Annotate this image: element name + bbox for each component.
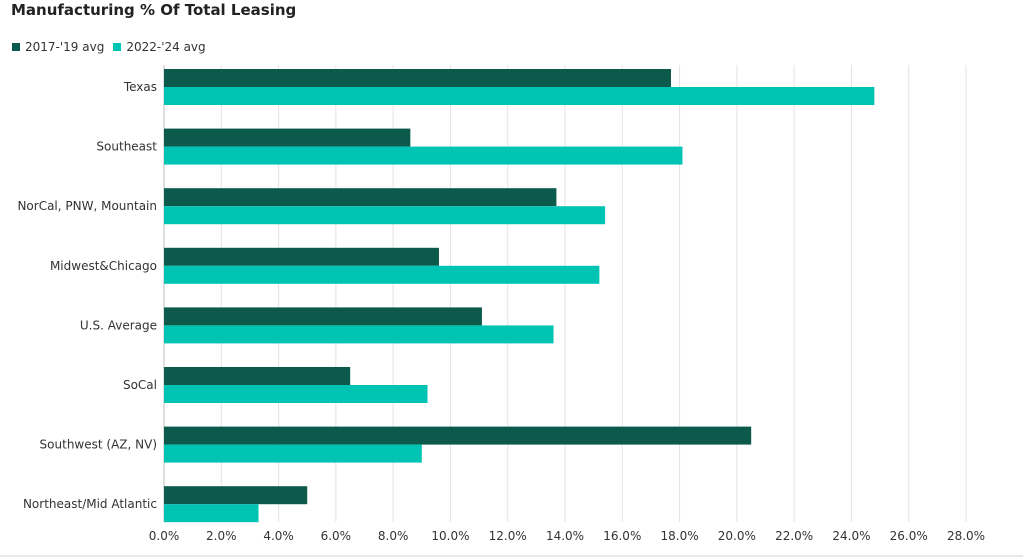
x-tick-label: 26.0% bbox=[890, 529, 928, 543]
bar-series-2 bbox=[164, 504, 259, 523]
x-tick-label: 18.0% bbox=[661, 529, 699, 543]
x-tick-label: 16.0% bbox=[603, 529, 641, 543]
legend-swatch-series-1 bbox=[12, 43, 20, 51]
x-tick-label: 22.0% bbox=[775, 529, 813, 543]
bar-series-1 bbox=[164, 188, 557, 207]
x-tick-label: 28.0% bbox=[947, 529, 985, 543]
legend-label-series-1: 2017-'19 avg bbox=[25, 40, 105, 54]
category-label: NorCal, PNW, Mountain bbox=[17, 199, 157, 213]
bar-series-2 bbox=[164, 265, 600, 284]
category-label: Northeast/Mid Atlantic bbox=[23, 497, 157, 511]
legend-item-series-1: 2017-'19 avg bbox=[12, 40, 104, 54]
category-label: Midwest&Chicago bbox=[50, 259, 157, 273]
bar-series-2 bbox=[164, 444, 422, 463]
bar-series-1 bbox=[164, 426, 752, 445]
chart-title: Manufacturing % Of Total Leasing bbox=[11, 1, 297, 19]
bar-series-2 bbox=[164, 87, 875, 105]
category-label: U.S. Average bbox=[80, 318, 157, 332]
legend-item-series-2: 2022-'24 avg bbox=[113, 40, 206, 54]
x-tick-label: 12.0% bbox=[489, 529, 527, 543]
category-label: Southeast bbox=[96, 140, 157, 154]
bar-series-1 bbox=[164, 128, 411, 147]
chart-legend: 2017-'19 avg 2022-'24 avg bbox=[12, 40, 215, 54]
bar-series-1 bbox=[164, 486, 308, 505]
legend-swatch-series-2 bbox=[113, 43, 122, 51]
x-tick-label: 24.0% bbox=[832, 529, 870, 543]
x-tick-label: 20.0% bbox=[718, 529, 756, 543]
bar-series-1 bbox=[164, 69, 671, 87]
bar-series-2 bbox=[164, 206, 606, 225]
bar-series-1 bbox=[164, 247, 439, 266]
category-label: Southwest (AZ, NV) bbox=[40, 438, 157, 452]
x-tick-label: 10.0% bbox=[431, 529, 469, 543]
x-tick-label: 8.0% bbox=[378, 529, 409, 543]
bar-series-1 bbox=[164, 307, 482, 326]
x-tick-label: 14.0% bbox=[546, 529, 584, 543]
legend-label-series-2: 2022-'24 avg bbox=[126, 40, 206, 54]
bar-series-1 bbox=[164, 367, 351, 385]
bar-series-2 bbox=[164, 146, 683, 165]
x-tick-label: 2.0% bbox=[206, 529, 237, 543]
x-tick-label: 0.0% bbox=[149, 529, 180, 543]
x-tick-label: 6.0% bbox=[321, 529, 352, 543]
category-label: Texas bbox=[123, 80, 157, 94]
category-label: SoCal bbox=[123, 378, 157, 392]
bar-series-2 bbox=[164, 385, 428, 403]
bar-series-2 bbox=[164, 325, 554, 344]
x-tick-label: 4.0% bbox=[263, 529, 294, 543]
